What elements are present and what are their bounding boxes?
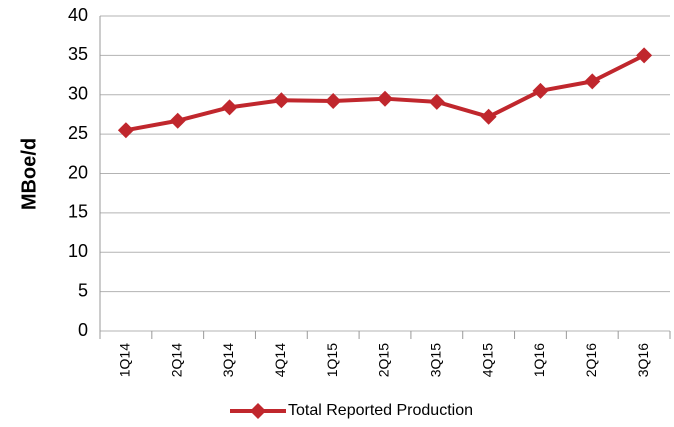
data-point [377,90,393,107]
x-tick-label: 3Q15 [428,343,444,377]
x-tick-label: 1Q15 [324,343,340,377]
data-point [169,112,186,129]
y-tick-label: 0 [78,320,88,340]
x-tick-label: 4Q14 [272,343,288,377]
data-point [221,99,238,116]
x-tick-label: 1Q14 [117,343,133,377]
data-point [325,93,342,110]
y-tick-label: 20 [68,162,88,182]
x-tick-label: 3Q14 [220,343,236,377]
x-tick-label: 2Q15 [376,343,392,377]
y-tick-label: 35 [68,44,88,64]
x-tick-label: 3Q16 [635,343,651,377]
y-tick-label: 25 [68,123,88,143]
legend-label: Total Reported Production [288,402,473,419]
y-tick-label: 40 [68,5,88,25]
data-point [584,73,601,90]
data-point [480,108,497,125]
x-tick-label: 1Q16 [531,343,547,377]
data-point [117,122,134,139]
y-tick-label: 15 [68,202,88,222]
legend-marker [250,403,266,419]
y-axis-label: MBoe/d [18,138,40,210]
data-point [428,93,445,110]
y-tick-label: 30 [68,84,88,104]
y-tick-label: 5 [78,280,88,300]
x-tick-label: 2Q14 [168,343,184,377]
data-point [636,47,653,64]
y-tick-label: 10 [68,241,88,261]
x-tick-label: 2Q16 [583,343,599,377]
data-point [532,82,549,99]
data-point [273,92,290,109]
x-tick-label: 4Q15 [479,343,495,377]
